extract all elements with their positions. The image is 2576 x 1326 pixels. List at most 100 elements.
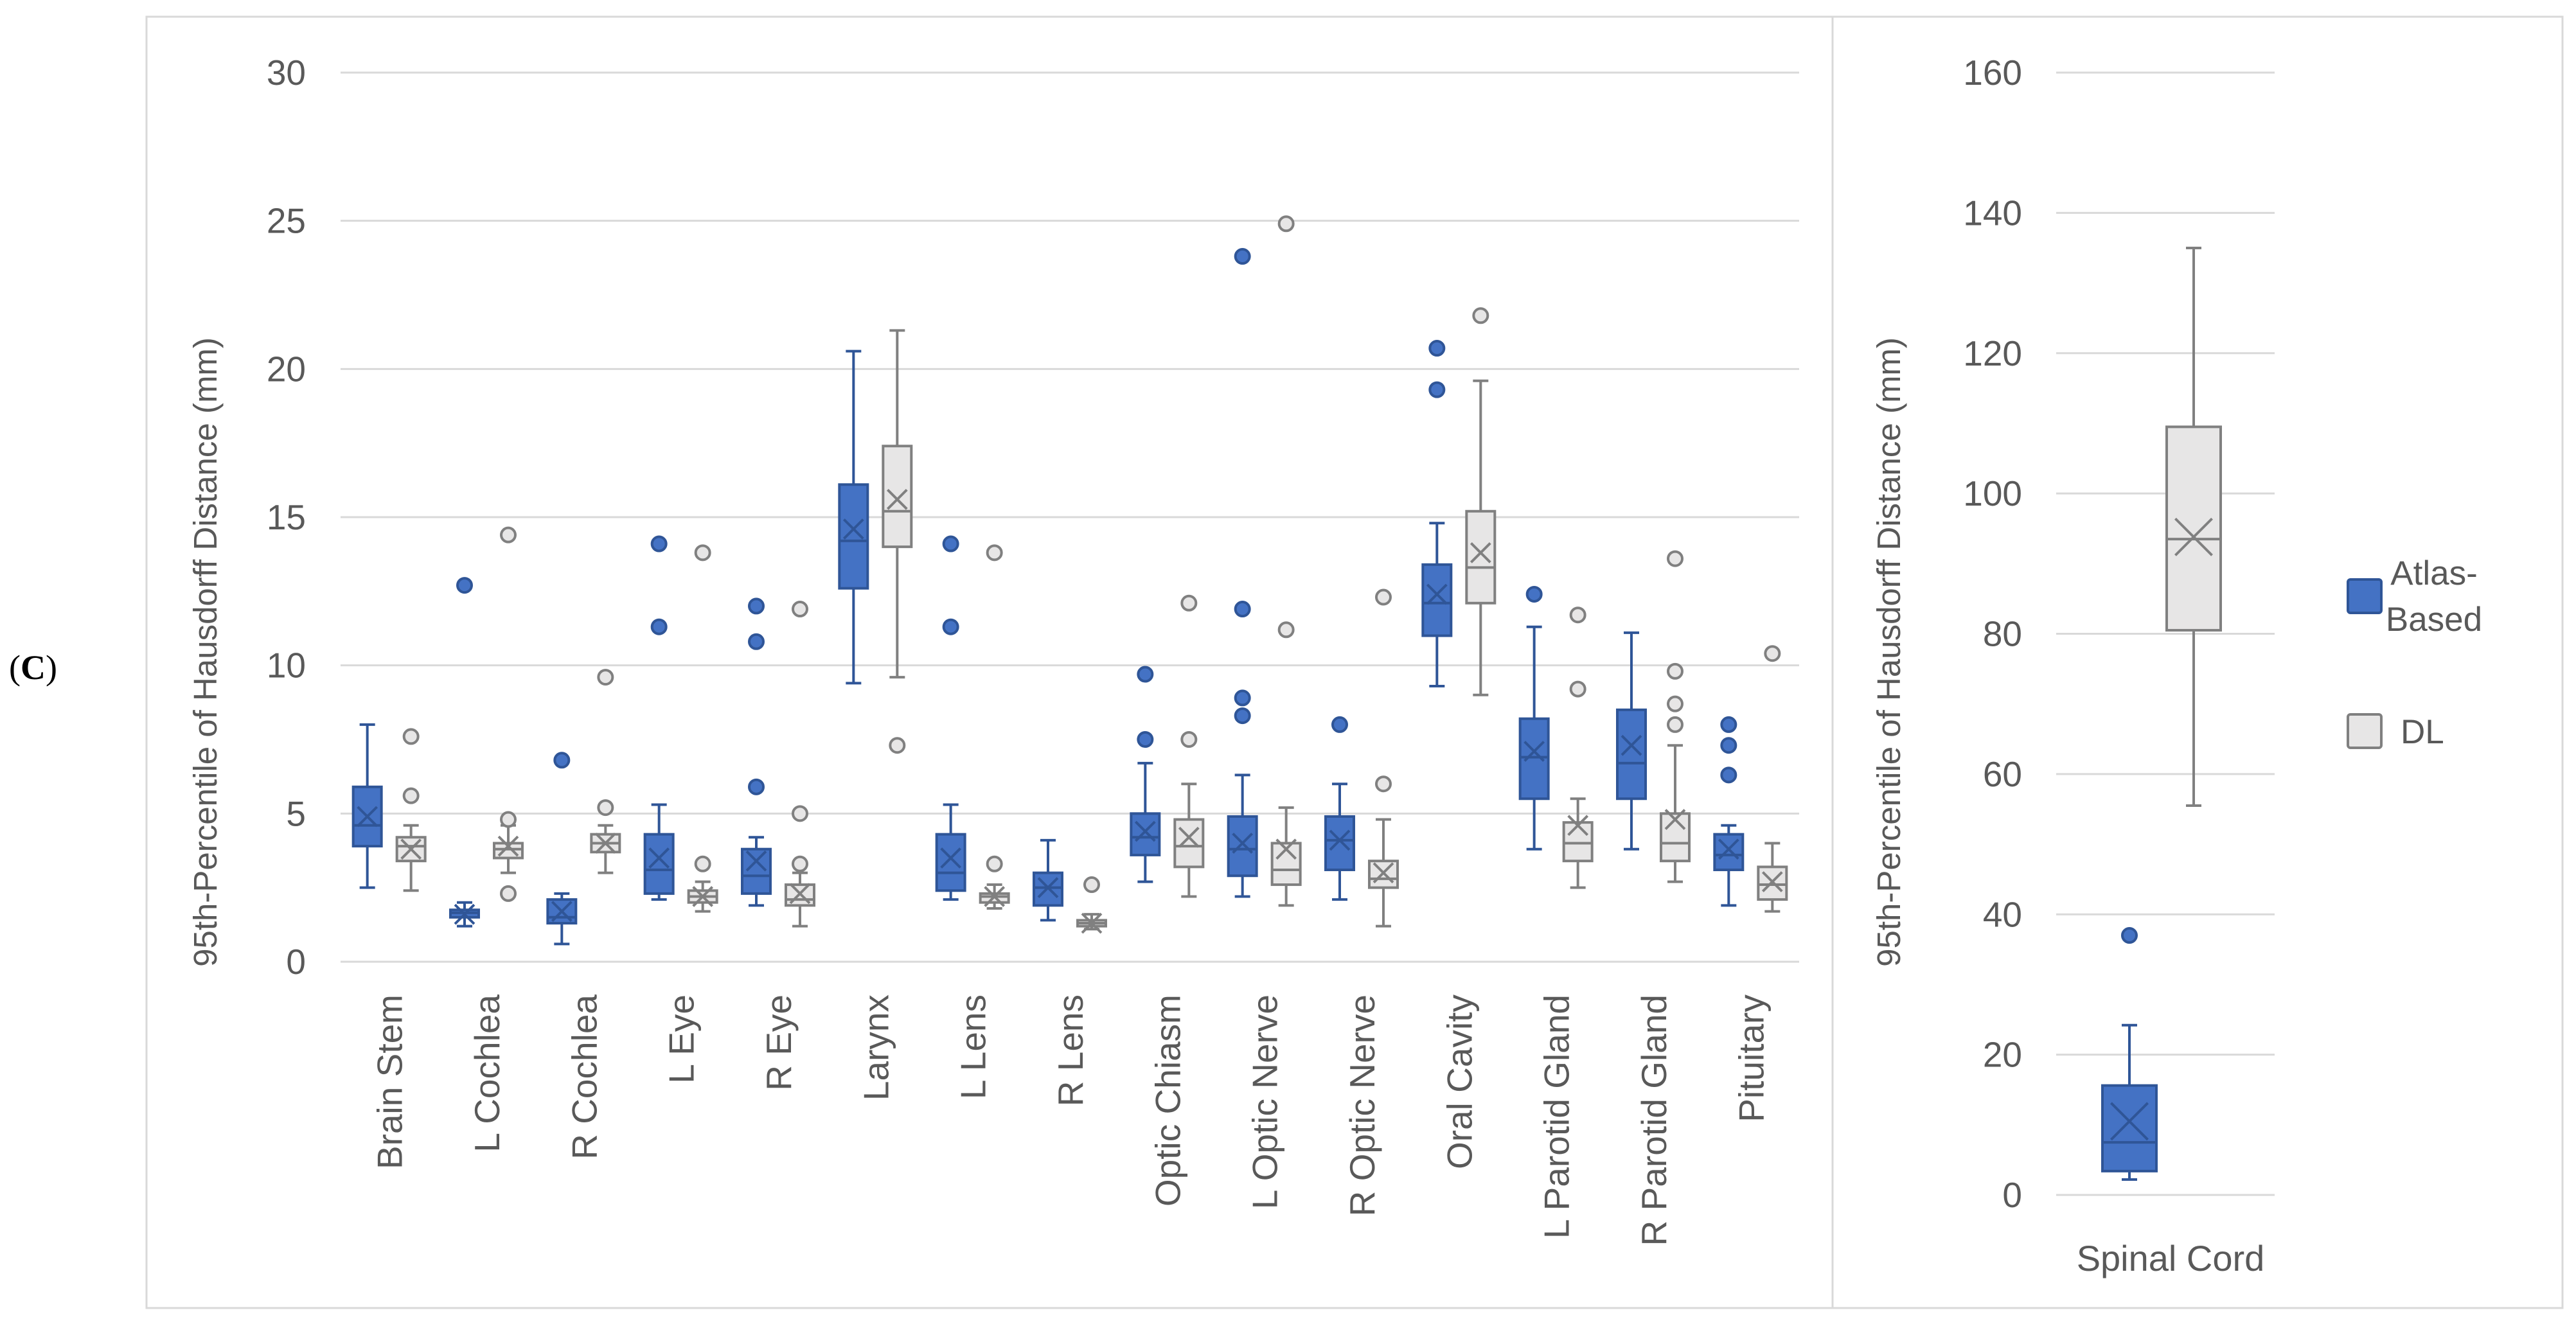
atlas-box bbox=[2101, 927, 2158, 1181]
y-tick-label: 15 bbox=[267, 497, 306, 537]
mean-marker bbox=[1081, 912, 1103, 934]
dl-box bbox=[687, 544, 718, 913]
outlier-point bbox=[1331, 716, 1348, 733]
outlier-point bbox=[500, 526, 517, 544]
dl-box bbox=[1270, 215, 1302, 907]
iqr-box bbox=[838, 483, 869, 590]
iqr-box bbox=[935, 833, 966, 892]
outlier-point bbox=[1277, 215, 1295, 233]
y-tick-label: 25 bbox=[267, 201, 306, 241]
y-tick-label: 20 bbox=[267, 349, 306, 389]
mean-marker bbox=[1372, 862, 1394, 883]
atlas-box bbox=[1033, 838, 1063, 922]
mean-marker bbox=[1621, 734, 1642, 756]
dl-box bbox=[1465, 307, 1497, 696]
outlier-point bbox=[402, 787, 420, 804]
mean-marker bbox=[1567, 815, 1589, 836]
mean-marker bbox=[1134, 820, 1156, 842]
outlier-point bbox=[500, 811, 517, 828]
atlas-box bbox=[838, 349, 869, 685]
outlier-point bbox=[553, 752, 571, 769]
mean-marker bbox=[1426, 583, 1448, 605]
spinal-boxes bbox=[2101, 246, 2222, 1181]
x-tick-label: Oral Cavity bbox=[1439, 994, 1479, 1169]
outlier-point bbox=[597, 669, 614, 686]
main-x-tick-labels: Brain Stem L Cochlea R Cochlea L Eye R Eye La… bbox=[370, 994, 1772, 1246]
outlier-point bbox=[694, 544, 711, 561]
mean-marker bbox=[2110, 1102, 2149, 1141]
atlas-box bbox=[1713, 716, 1745, 907]
legend-label-atlas-line2: Based bbox=[2386, 601, 2482, 639]
x-tick-label: Optic Chiasm bbox=[1148, 994, 1187, 1207]
iqr-box bbox=[1562, 821, 1594, 863]
y-tick-label: 30 bbox=[267, 53, 306, 93]
atlas-box bbox=[1130, 666, 1161, 883]
atlas-box bbox=[935, 535, 966, 901]
outlier-point bbox=[597, 799, 614, 817]
y-tick-label: 60 bbox=[1983, 754, 2022, 794]
outlier-point bbox=[1234, 707, 1251, 725]
outlier-point bbox=[1180, 594, 1198, 612]
iqr-box bbox=[1518, 717, 1550, 800]
outlier-point bbox=[986, 544, 1003, 561]
x-tick-label: R Optic Nerve bbox=[1342, 994, 1382, 1216]
mean-marker bbox=[1232, 833, 1254, 854]
x-tick-label: R Lens bbox=[1051, 994, 1090, 1106]
mean-marker bbox=[692, 886, 714, 907]
main-y-tick-labels: 0 5 10 15 20 25 30 bbox=[267, 53, 306, 982]
outlier-point bbox=[1234, 601, 1251, 618]
outlier-point bbox=[1137, 666, 1154, 683]
mean-marker bbox=[551, 901, 573, 922]
atlas-box bbox=[1616, 631, 1647, 851]
y-tick-label: 120 bbox=[1963, 333, 2022, 373]
atlas-box bbox=[449, 577, 480, 928]
outlier-point bbox=[1180, 731, 1198, 748]
legend: Atlas- Based DL bbox=[2347, 554, 2482, 751]
legend-swatch-dl bbox=[2347, 713, 2383, 749]
iqr-box bbox=[1660, 812, 1691, 863]
legend-swatch-atlas bbox=[2347, 578, 2383, 614]
atlas-box bbox=[546, 752, 578, 946]
main-chart: 0 5 10 15 20 25 30 95th-Percentile of Hausdorf… bbox=[187, 53, 1799, 1246]
outlier-point bbox=[792, 855, 808, 872]
x-tick-label: Spinal Cord bbox=[2077, 1238, 2265, 1278]
dl-box bbox=[493, 526, 524, 902]
main-y-axis-label: 95th-Percentile of Hausdorff Distance (m… bbox=[187, 337, 224, 967]
outlier-point bbox=[1234, 689, 1251, 707]
spinal-chart: 0 20 40 60 80 100 120 140 160 95th-Percentile of… bbox=[1870, 53, 2275, 1278]
atlas-box bbox=[741, 597, 772, 907]
mean-marker bbox=[1275, 838, 1297, 860]
outlier-point bbox=[1667, 662, 1683, 680]
spinal-chart-frame bbox=[1831, 15, 2564, 1309]
iqr-box bbox=[741, 847, 772, 895]
y-tick-label: 0 bbox=[2002, 1175, 2022, 1215]
outlier-point bbox=[1667, 695, 1683, 712]
iqr-box bbox=[643, 833, 675, 895]
mean-marker bbox=[2174, 517, 2213, 556]
x-tick-label: L Eye bbox=[662, 994, 702, 1084]
dl-box bbox=[882, 329, 913, 754]
y-tick-label: 100 bbox=[1963, 473, 2022, 513]
atlas-box bbox=[1421, 340, 1453, 687]
y-tick-label: 10 bbox=[267, 646, 306, 685]
outlier-point bbox=[1375, 588, 1392, 606]
outlier-point bbox=[500, 885, 517, 902]
outlier-point bbox=[1277, 621, 1295, 639]
dl-box bbox=[1368, 588, 1399, 928]
iqr-box bbox=[1130, 812, 1161, 856]
mean-marker bbox=[594, 833, 616, 854]
mean-marker bbox=[1178, 826, 1200, 848]
outlier-point bbox=[694, 855, 711, 872]
atlas-box bbox=[351, 723, 383, 889]
outlier-point bbox=[650, 535, 668, 552]
outlier-point bbox=[1720, 716, 1737, 733]
mean-marker bbox=[886, 488, 908, 510]
main-gridlines bbox=[341, 71, 1799, 963]
atlas-box bbox=[1227, 248, 1258, 898]
outlier-point bbox=[942, 535, 959, 552]
x-tick-label: L Optic Nerve bbox=[1245, 994, 1285, 1209]
x-tick-label: R Eye bbox=[759, 994, 799, 1091]
panel-label: (C) bbox=[9, 648, 57, 687]
mean-marker bbox=[1761, 871, 1783, 892]
iqr-box bbox=[882, 445, 913, 549]
